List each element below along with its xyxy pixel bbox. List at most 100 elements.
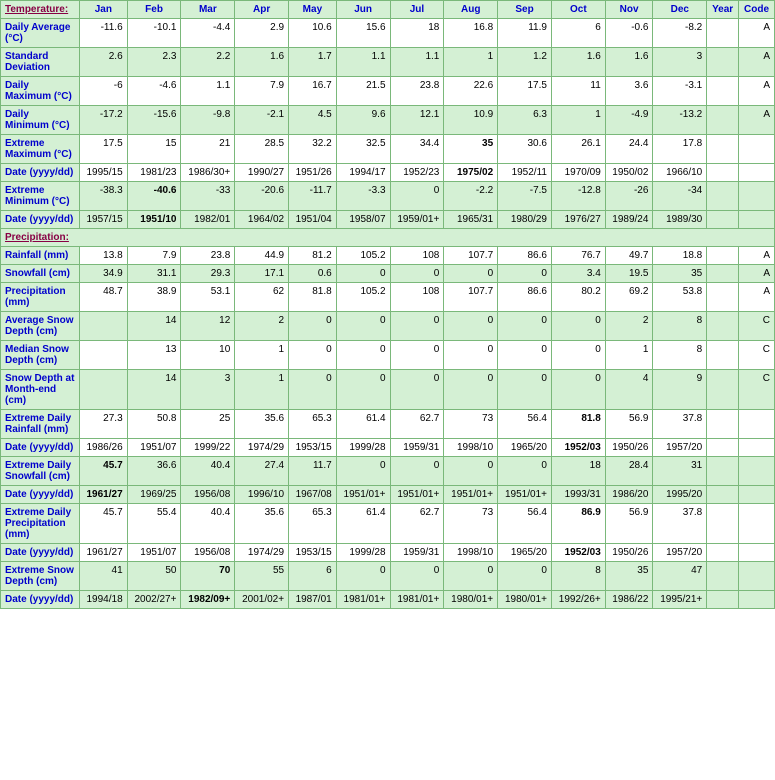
cell: 73: [444, 410, 498, 439]
row-label-ext_depth_date: Date (yyyy/dd): [1, 591, 80, 609]
cell: 2002/27+: [127, 591, 181, 609]
cell: 0: [498, 265, 552, 283]
table-row: Extreme Daily Precipitation (mm)45.755.4…: [1, 504, 775, 544]
cell: [707, 341, 739, 370]
col-apr: Apr: [235, 1, 289, 19]
cell: 1.1: [390, 48, 444, 77]
cell: -10.1: [127, 19, 181, 48]
cell: 1957/20: [653, 439, 707, 457]
cell: 86.9: [551, 504, 605, 544]
cell: 1986/22: [605, 591, 653, 609]
cell: 19.5: [605, 265, 653, 283]
cell: 0: [336, 341, 390, 370]
cell: 1995/21+: [653, 591, 707, 609]
cell: 1951/07: [127, 439, 181, 457]
cell: 0: [336, 370, 390, 410]
cell: 1992/26+: [551, 591, 605, 609]
cell: 1950/26: [605, 439, 653, 457]
cell: 7.9: [127, 247, 181, 265]
cell: 37.8: [653, 504, 707, 544]
row-label-ext_rain: Extreme Daily Rainfall (mm): [1, 410, 80, 439]
cell: A: [739, 265, 775, 283]
cell: 17.8: [653, 135, 707, 164]
cell: 1950/02: [605, 164, 653, 182]
cell: 1951/26: [289, 164, 337, 182]
cell: [739, 591, 775, 609]
cell: [707, 19, 739, 48]
cell: 1980/01+: [498, 591, 552, 609]
cell: [707, 48, 739, 77]
row-label-ext_rain_date: Date (yyyy/dd): [1, 439, 80, 457]
cell: 0.6: [289, 265, 337, 283]
cell: 0: [444, 457, 498, 486]
cell: 61.4: [336, 504, 390, 544]
cell: 1990/27: [235, 164, 289, 182]
cell: 1994/17: [336, 164, 390, 182]
cell: 1951/04: [289, 211, 337, 229]
cell: 0: [498, 562, 552, 591]
cell: 0: [551, 341, 605, 370]
cell: 6: [551, 19, 605, 48]
cell: -11.6: [80, 19, 128, 48]
cell: 1.1: [181, 77, 235, 106]
cell: -34: [653, 182, 707, 211]
table-row: Extreme Minimum (°C)-38.3-40.6-33-20.6-1…: [1, 182, 775, 211]
cell: 1965/31: [444, 211, 498, 229]
cell: 8: [653, 341, 707, 370]
cell: 1998/10: [444, 439, 498, 457]
cell: C: [739, 341, 775, 370]
cell: 65.3: [289, 504, 337, 544]
cell: [80, 341, 128, 370]
cell: 10.6: [289, 19, 337, 48]
cell: [80, 370, 128, 410]
cell: 62.7: [390, 410, 444, 439]
table-row: Average Snow Depth (cm)1412200000028C: [1, 312, 775, 341]
col-oct: Oct: [551, 1, 605, 19]
cell: 38.9: [127, 283, 181, 312]
row-label-precip: Precipitation (mm): [1, 283, 80, 312]
cell: 0: [390, 370, 444, 410]
cell: 1981/01+: [336, 591, 390, 609]
cell: [707, 164, 739, 182]
cell: 105.2: [336, 283, 390, 312]
cell: 81.2: [289, 247, 337, 265]
cell: [707, 106, 739, 135]
table-header: Temperature:JanFebMarAprMayJunJulAugSepO…: [1, 1, 775, 19]
cell: -0.6: [605, 19, 653, 48]
cell: [739, 439, 775, 457]
cell: 1995/15: [80, 164, 128, 182]
col-year: Year: [707, 1, 739, 19]
cell: 48.7: [80, 283, 128, 312]
cell: 0: [444, 265, 498, 283]
cell: -2.2: [444, 182, 498, 211]
cell: 14: [127, 312, 181, 341]
cell: 18: [551, 457, 605, 486]
cell: 1952/03: [551, 544, 605, 562]
cell: -12.8: [551, 182, 605, 211]
cell: 1976/27: [551, 211, 605, 229]
cell: 1.2: [498, 48, 552, 77]
cell: 44.9: [235, 247, 289, 265]
cell: 0: [390, 562, 444, 591]
table-row: Date (yyyy/dd)1986/261951/071999/221974/…: [1, 439, 775, 457]
cell: 3.4: [551, 265, 605, 283]
cell: 1.6: [551, 48, 605, 77]
temperature-section-label: Temperature:: [1, 1, 80, 19]
cell: 13.8: [80, 247, 128, 265]
cell: 45.7: [80, 457, 128, 486]
table-row: Daily Average (°C)-11.6-10.1-4.42.910.61…: [1, 19, 775, 48]
row-label-ext_snow_date: Date (yyyy/dd): [1, 486, 80, 504]
row-label-std_dev: Standard Deviation: [1, 48, 80, 77]
cell: 15: [127, 135, 181, 164]
table-row: Date (yyyy/dd)1961/271969/251956/081996/…: [1, 486, 775, 504]
row-label-daily_min: Daily Minimum (°C): [1, 106, 80, 135]
table-row: Median Snow Depth (cm)1310100000018C: [1, 341, 775, 370]
cell: 56.9: [605, 410, 653, 439]
cell: 45.7: [80, 504, 128, 544]
col-nov: Nov: [605, 1, 653, 19]
cell: 1951/01+: [336, 486, 390, 504]
cell: 0: [551, 312, 605, 341]
cell: 8: [551, 562, 605, 591]
cell: 49.7: [605, 247, 653, 265]
cell: 105.2: [336, 247, 390, 265]
